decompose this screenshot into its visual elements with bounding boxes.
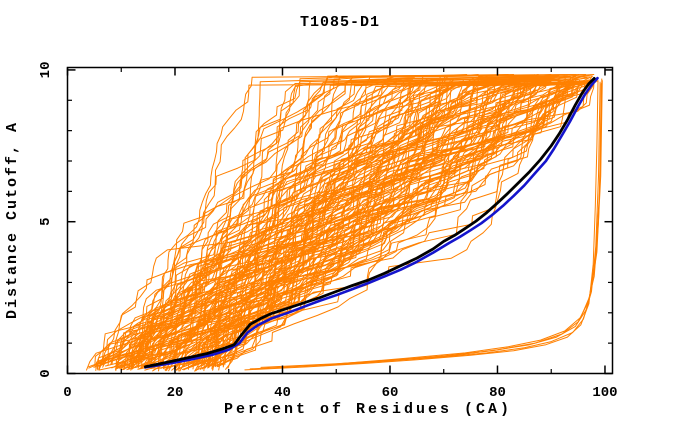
- y-tick-label: 10: [38, 62, 54, 79]
- plot-frame: [66, 66, 614, 375]
- model-curve: [95, 81, 592, 371]
- model-curve: [97, 74, 479, 371]
- model-curve: [102, 80, 538, 368]
- model-curve: [217, 83, 591, 367]
- model-curve: [135, 77, 552, 365]
- model-curve: [101, 77, 392, 365]
- model-curve: [110, 80, 585, 366]
- model-curve: [88, 74, 593, 369]
- x-tick-label: 40: [274, 385, 291, 401]
- y-tick-label: 5: [38, 218, 54, 226]
- plot-area: [86, 74, 603, 372]
- model-curve: [115, 74, 578, 372]
- model-curve: [218, 79, 537, 371]
- x-tick-label: 100: [592, 385, 617, 401]
- model-curve: [101, 75, 516, 366]
- model-pool: [86, 74, 599, 372]
- chart-title: T1085-D1: [299, 14, 380, 31]
- model-curve: [123, 80, 572, 370]
- model-curve: [208, 82, 586, 369]
- y-tick-label: 0: [38, 369, 54, 377]
- model-highlight-blue-curve: [144, 76, 599, 369]
- y-axis-label: Distance Cutoff, A: [4, 120, 21, 320]
- model-curve: [141, 78, 563, 369]
- model-curve: [139, 82, 510, 370]
- model-curve: [126, 80, 515, 368]
- x-tick-label: 0: [63, 385, 71, 401]
- model-curve: [115, 77, 554, 369]
- model-highlight-black-curve: [143, 77, 596, 369]
- model-curve: [150, 82, 446, 366]
- model-curve: [171, 75, 560, 371]
- model-curve: [99, 83, 310, 365]
- x-tick-label: 20: [167, 385, 184, 401]
- model-curve: [166, 81, 571, 371]
- model-curve: [98, 76, 558, 368]
- model-curve: [180, 76, 378, 369]
- model-curve: [130, 81, 597, 369]
- model-curve: [211, 81, 596, 370]
- x-tick-label: 60: [382, 385, 399, 401]
- model-curve: [176, 77, 556, 367]
- model-curve: [204, 80, 434, 369]
- model-curve: [157, 79, 414, 365]
- model-curve: [88, 76, 538, 368]
- model-curve: [178, 81, 521, 372]
- x-tick-label: 80: [489, 385, 506, 401]
- model-curve: [144, 74, 338, 368]
- near-native-curve: [330, 80, 603, 365]
- model-curve: [98, 80, 521, 370]
- model-curve: [137, 75, 594, 369]
- x-axis-label: Percent of Residues (CA): [223, 401, 513, 418]
- near-native-models: [244, 78, 603, 371]
- model-curve: [94, 82, 417, 365]
- model-curve: [159, 74, 534, 366]
- model-curve: [175, 83, 590, 369]
- model-curve: [116, 75, 535, 369]
- model-curve: [151, 77, 545, 370]
- model-curve: [180, 83, 474, 370]
- model-curve: [194, 83, 526, 366]
- near-native-curve: [244, 80, 599, 371]
- model-curve: [115, 76, 535, 370]
